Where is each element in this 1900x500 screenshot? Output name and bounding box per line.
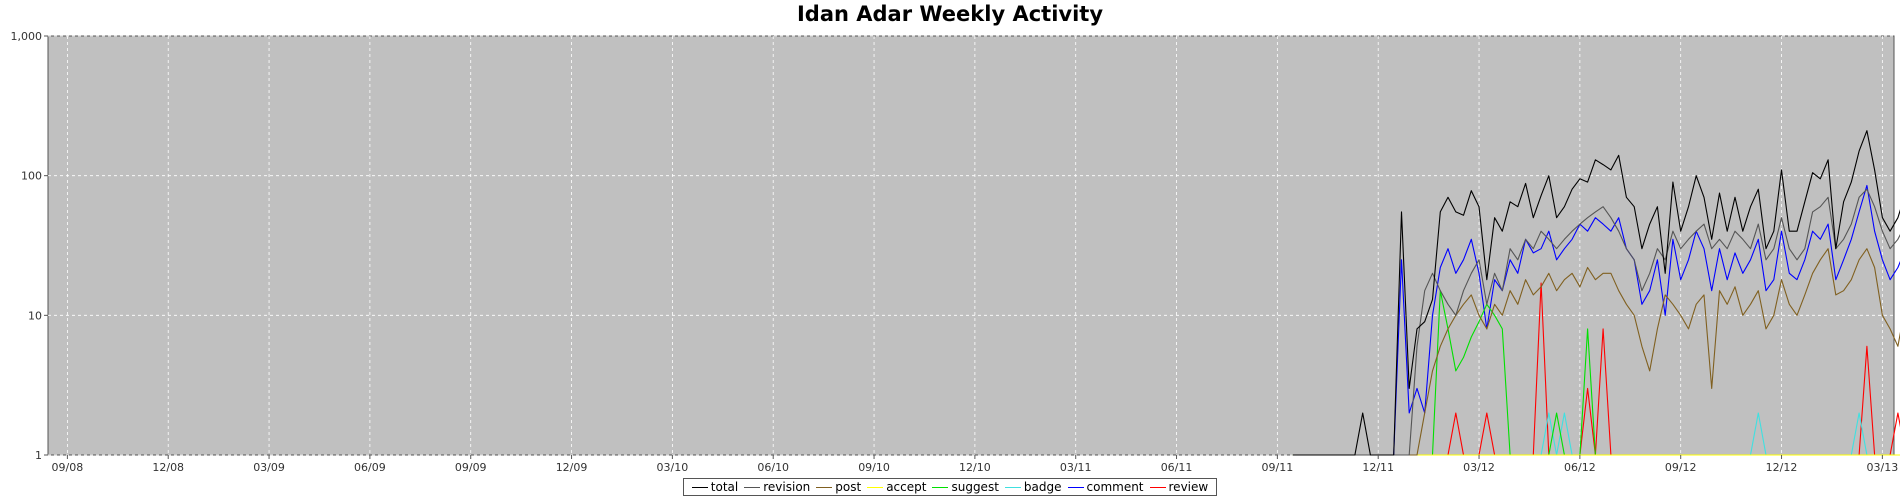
legend-swatch bbox=[691, 486, 708, 488]
x-tick-label: 12/09 bbox=[556, 461, 588, 474]
x-tick-label: 03/12 bbox=[1463, 461, 1495, 474]
x-tick-label: 09/10 bbox=[858, 461, 890, 474]
y-tick-label: 10 bbox=[28, 309, 42, 322]
legend-swatch bbox=[1149, 486, 1166, 488]
legend-label: revision bbox=[763, 480, 811, 494]
legend-swatch bbox=[932, 486, 949, 488]
grid bbox=[48, 35, 1894, 456]
legend-item-total: total bbox=[691, 480, 739, 494]
legend-item-comment: comment bbox=[1067, 480, 1144, 494]
chart-title: Idan Adar Weekly Activity bbox=[796, 2, 1104, 26]
series-lines bbox=[1292, 130, 1900, 456]
y-tick-label: 1,000 bbox=[11, 30, 43, 43]
x-tick-label: 03/09 bbox=[253, 461, 285, 474]
legend-label: total bbox=[710, 480, 739, 494]
series-line-post bbox=[1292, 248, 1900, 456]
series-line-total bbox=[1292, 130, 1900, 456]
x-tick-label: 09/08 bbox=[52, 461, 84, 474]
legend-item-revision: revision bbox=[744, 480, 810, 494]
legend-label: suggest bbox=[951, 480, 999, 494]
series-line-comment bbox=[1292, 184, 1900, 456]
series-line-review bbox=[1292, 282, 1900, 456]
x-tick-label: 12/12 bbox=[1766, 461, 1798, 474]
y-tick-label: 100 bbox=[21, 170, 42, 183]
legend-item-accept: accept bbox=[867, 480, 926, 494]
legend-label: accept bbox=[886, 480, 927, 494]
legend-swatch bbox=[1067, 486, 1084, 488]
legend-label: review bbox=[1168, 480, 1209, 494]
legend-label: post bbox=[835, 480, 862, 494]
x-tick-label: 06/12 bbox=[1564, 461, 1596, 474]
x-tick-label: 12/10 bbox=[959, 461, 991, 474]
x-tick-label: 03/10 bbox=[657, 461, 689, 474]
legend-swatch bbox=[744, 486, 761, 488]
legend-item-badge: badge bbox=[1004, 480, 1062, 494]
legend-swatch bbox=[1004, 486, 1021, 488]
x-tick-label: 09/09 bbox=[455, 461, 487, 474]
x-tick-label: 03/13 bbox=[1867, 461, 1899, 474]
legend-label: comment bbox=[1086, 480, 1144, 494]
x-tick-label: 03/11 bbox=[1060, 461, 1092, 474]
legend-item-suggest: suggest bbox=[932, 480, 999, 494]
legend: total revision post accept suggest badge comme… bbox=[0, 478, 1900, 496]
legend-swatch bbox=[867, 486, 884, 488]
legend-label: badge bbox=[1023, 480, 1062, 494]
x-tick-label: 06/10 bbox=[757, 461, 789, 474]
legend-item-post: post bbox=[816, 480, 861, 494]
legend-item-review: review bbox=[1149, 480, 1209, 494]
x-tick-label: 12/11 bbox=[1362, 461, 1394, 474]
legend-box: total revision post accept suggest badge comme… bbox=[682, 478, 1218, 496]
series-line-revision bbox=[1292, 188, 1900, 456]
x-tick-label: 09/11 bbox=[1262, 461, 1294, 474]
x-tick-label: 09/12 bbox=[1665, 461, 1697, 474]
y-tick-label: 1 bbox=[35, 449, 42, 462]
x-tick-label: 06/09 bbox=[354, 461, 386, 474]
x-tick-label: 06/11 bbox=[1161, 461, 1193, 474]
legend-swatch bbox=[816, 486, 833, 488]
axes: 1 10 100 1,000 09/08 12/08 03/09 06/09 09/09 12/0… bbox=[11, 30, 1899, 474]
plot-area bbox=[47, 35, 1895, 456]
x-tick-label: 12/08 bbox=[152, 461, 184, 474]
